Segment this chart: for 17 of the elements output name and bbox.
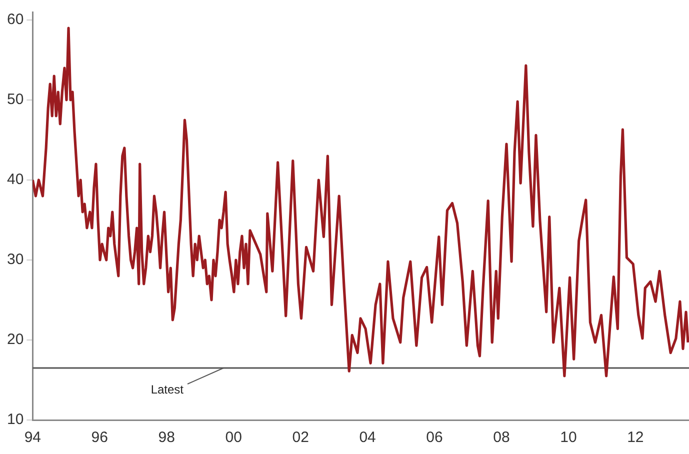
x-tick-label: 94 [24,429,42,446]
y-tick-label: 20 [6,331,24,348]
y-tick-label: 30 [6,251,24,268]
x-tick-label: 98 [158,429,175,446]
x-tick-label: 02 [292,429,309,446]
y-tick-label: 50 [6,91,24,108]
x-tick-label: 12 [627,429,644,446]
y-tick-label: 60 [6,11,24,28]
x-tick-label: 00 [225,429,242,446]
ref-line-label: Latest [150,382,184,396]
y-tick-label: 40 [6,171,24,188]
x-tick-label: 08 [493,429,510,446]
x-tick-label: 04 [359,429,376,446]
x-tick-label: 10 [560,429,577,446]
x-tick-label: 96 [91,429,108,446]
y-tick-label: 10 [6,411,24,428]
x-tick-label: 06 [426,429,443,446]
